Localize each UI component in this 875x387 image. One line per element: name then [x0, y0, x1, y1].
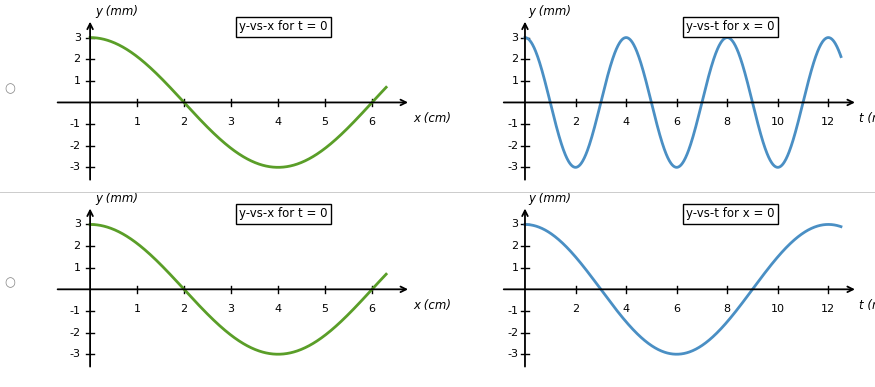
Text: 12: 12: [822, 304, 836, 314]
Text: t (ms): t (ms): [859, 112, 875, 125]
Text: 2: 2: [180, 304, 187, 314]
Text: -2: -2: [507, 327, 519, 337]
Text: -1: -1: [70, 119, 80, 129]
Text: 12: 12: [822, 117, 836, 127]
Text: 8: 8: [724, 304, 731, 314]
Text: y-vs-x for t = 0: y-vs-x for t = 0: [239, 20, 327, 33]
Text: 4: 4: [622, 117, 630, 127]
Text: 2: 2: [512, 54, 519, 64]
Text: 2: 2: [512, 241, 519, 251]
Text: y (mm): y (mm): [528, 192, 571, 205]
Text: 4: 4: [275, 117, 282, 127]
Text: 1: 1: [74, 263, 80, 273]
Text: 10: 10: [771, 304, 785, 314]
Text: 2: 2: [572, 117, 579, 127]
Text: x (cm): x (cm): [413, 299, 452, 312]
Text: 8: 8: [724, 117, 731, 127]
Text: 2: 2: [74, 54, 80, 64]
Text: 1: 1: [512, 76, 519, 86]
Text: x (cm): x (cm): [413, 112, 452, 125]
Text: -2: -2: [70, 327, 80, 337]
Text: 3: 3: [228, 117, 234, 127]
Text: -2: -2: [507, 141, 519, 151]
Text: 2: 2: [74, 241, 80, 251]
Text: -1: -1: [507, 119, 519, 129]
Text: 4: 4: [622, 304, 630, 314]
Text: y-vs-x for t = 0: y-vs-x for t = 0: [239, 207, 327, 220]
Text: 1: 1: [134, 304, 141, 314]
Text: 4: 4: [275, 304, 282, 314]
Text: 3: 3: [512, 219, 519, 229]
Text: 1: 1: [74, 76, 80, 86]
Text: 6: 6: [673, 117, 680, 127]
Text: y (mm): y (mm): [95, 192, 139, 205]
Text: y-vs-t for x = 0: y-vs-t for x = 0: [686, 20, 775, 33]
Text: y (mm): y (mm): [95, 5, 139, 18]
Text: 6: 6: [368, 304, 375, 314]
Text: 3: 3: [512, 33, 519, 43]
Text: 3: 3: [74, 33, 80, 43]
Text: 10: 10: [771, 117, 785, 127]
Text: -2: -2: [70, 141, 80, 151]
Text: -1: -1: [507, 306, 519, 316]
Text: -3: -3: [70, 349, 80, 359]
Text: -3: -3: [507, 162, 519, 172]
Text: 5: 5: [322, 304, 329, 314]
Text: -3: -3: [507, 349, 519, 359]
Text: 1: 1: [512, 263, 519, 273]
Text: 2: 2: [572, 304, 579, 314]
Text: 5: 5: [322, 117, 329, 127]
Text: 6: 6: [368, 117, 375, 127]
Text: 1: 1: [134, 117, 141, 127]
Text: ○: ○: [4, 276, 15, 289]
Text: y (mm): y (mm): [528, 5, 571, 18]
Text: 3: 3: [74, 219, 80, 229]
Text: 6: 6: [673, 304, 680, 314]
Text: y-vs-t for x = 0: y-vs-t for x = 0: [686, 207, 775, 220]
Text: 3: 3: [228, 304, 234, 314]
Text: t (ms): t (ms): [859, 299, 875, 312]
Text: -3: -3: [70, 162, 80, 172]
Text: ○: ○: [4, 82, 15, 96]
Text: -1: -1: [70, 306, 80, 316]
Text: 2: 2: [180, 117, 187, 127]
